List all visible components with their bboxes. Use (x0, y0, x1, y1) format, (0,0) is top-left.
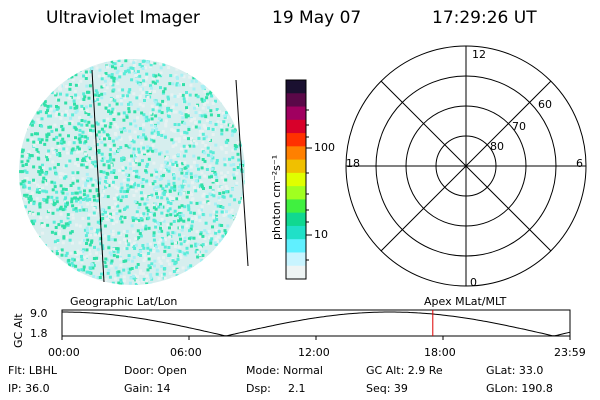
colorbar-tick-10: 10 (314, 228, 328, 241)
orbit-time-tick: 18:00 (424, 346, 456, 359)
colorbar-segment (286, 199, 306, 214)
orbit-ytick-high: 9.0 (30, 307, 48, 320)
polar-lat-70: 70 (512, 120, 526, 133)
orbit-right-caption: Apex MLat/MLT (424, 295, 507, 308)
terminator-line-left (91, 69, 105, 283)
date-label: 19 May 07 (272, 8, 362, 28)
colorbar-segment (286, 252, 306, 267)
info-gc-alt: GC Alt: 2.9 Re (366, 364, 443, 377)
polar-label-6: 6 (576, 157, 583, 170)
info-dsp-label: Dsp: (246, 382, 271, 395)
polar-lat-60: 60 (538, 98, 552, 111)
orbit-time-tick: 00:00 (48, 346, 80, 359)
orbit-ytick-low: 1.8 (30, 327, 48, 340)
colorbar-segment (286, 225, 306, 240)
colorbar-segment (286, 212, 306, 227)
colorbar-segment (286, 172, 306, 187)
colorbar-segment (286, 119, 306, 134)
uv-image-disk (19, 59, 245, 285)
color-scale-bar (286, 80, 306, 280)
orbit-left-caption: Geographic Lat/Lon (70, 295, 178, 308)
orbit-yaxis-label: GC Alt (12, 313, 25, 348)
polar-lat-80: 80 (490, 140, 504, 153)
colorbar-segment (286, 93, 306, 108)
instrument-title: Ultraviolet Imager (46, 8, 200, 28)
polar-label-18: 18 (346, 157, 360, 170)
colorbar-unit-label: photon cm⁻²s⁻¹ (270, 154, 283, 240)
colorbar-segment (286, 106, 306, 121)
info-glat: GLat: 33.0 (486, 364, 544, 377)
orbit-time-tick: 12:00 (298, 346, 330, 359)
colorbar-segment (286, 159, 306, 174)
colorbar-segment (286, 80, 306, 94)
colorbar-segment (286, 239, 306, 253)
info-mode: Mode: Normal (246, 364, 323, 377)
info-seq: Seq: 39 (366, 382, 408, 395)
orbit-altitude-curve (62, 311, 571, 337)
polar-label-12: 12 (472, 48, 486, 61)
colorbar-segment (286, 146, 306, 161)
terminator-line-right (235, 79, 249, 267)
polar-grid (345, 45, 587, 287)
colorbar-segment (286, 133, 306, 147)
time-label: 17:29:26 UT (432, 8, 537, 28)
info-gain: Gain: 14 (124, 382, 171, 395)
orbit-time-tick: 06:00 (170, 346, 202, 359)
info-dsp-value: 2.1 (288, 382, 306, 395)
orbit-time-tick: 23:59 (554, 346, 586, 359)
info-ip: IP: 36.0 (8, 382, 50, 395)
polar-label-0: 0 (470, 276, 477, 289)
info-glon: GLon: 190.8 (486, 382, 553, 395)
colorbar-segment (286, 265, 306, 280)
info-door: Door: Open (124, 364, 187, 377)
colorbar-tick-100: 100 (314, 141, 335, 154)
colorbar-segment (286, 186, 306, 200)
info-filter: Flt: LBHL (8, 364, 57, 377)
